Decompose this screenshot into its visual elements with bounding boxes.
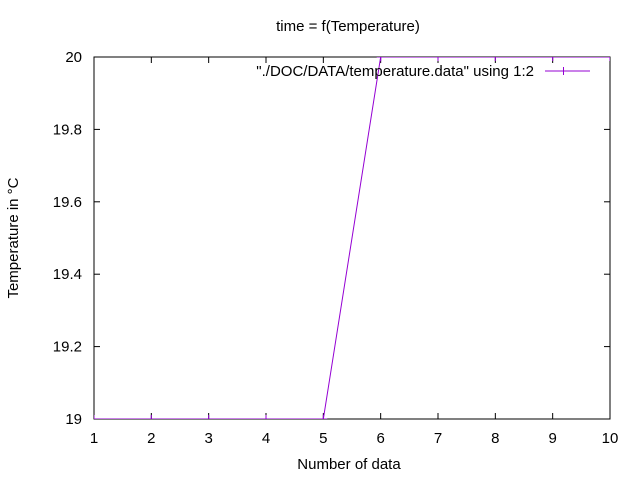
x-tick-label: 5 xyxy=(319,430,327,447)
series-layer xyxy=(94,57,610,419)
y-tick-label: 19.2 xyxy=(53,339,82,356)
x-tick-label: 9 xyxy=(548,430,556,447)
x-tick-label: 6 xyxy=(376,430,384,447)
data-point xyxy=(376,57,385,61)
series-line xyxy=(94,57,610,419)
x-tick-label: 2 xyxy=(147,430,155,447)
legend-marker xyxy=(559,67,568,75)
data-point xyxy=(262,415,270,419)
y-tick-label: 20 xyxy=(65,49,82,66)
data-point xyxy=(548,57,557,61)
x-tick-label: 8 xyxy=(491,430,499,447)
data-point xyxy=(434,57,442,61)
data-point xyxy=(147,415,156,419)
legend: "./DOC/DATA/temperature.data" using 1:2 xyxy=(256,63,590,80)
y-axis: 19 19.2 19.4 19.6 19.8 20 xyxy=(53,49,610,428)
y-axis-label: Temperature in °C xyxy=(5,177,22,298)
x-tick-label: 7 xyxy=(434,430,442,447)
x-axis: 1 2 3 4 5 6 7 8 9 10 xyxy=(90,57,619,447)
x-axis-label: Number of data xyxy=(297,456,401,473)
data-point xyxy=(491,57,500,61)
x-tick-label: 10 xyxy=(602,430,619,447)
y-tick-label: 19.4 xyxy=(53,266,82,283)
x-tick-label: 4 xyxy=(262,430,270,447)
data-point xyxy=(204,415,213,419)
data-point xyxy=(94,415,98,419)
plot-frame xyxy=(93,56,611,420)
y-tick-label: 19.6 xyxy=(53,194,82,211)
chart-title: time = f(Temperature) xyxy=(276,18,420,35)
data-point xyxy=(319,415,328,419)
legend-label: "./DOC/DATA/temperature.data" using 1:2 xyxy=(256,63,534,80)
data-point xyxy=(606,57,610,61)
x-tick-label: 1 xyxy=(90,430,98,447)
x-tick-label: 3 xyxy=(204,430,212,447)
y-tick-label: 19.8 xyxy=(53,121,82,138)
y-tick-label: 19 xyxy=(65,411,82,428)
